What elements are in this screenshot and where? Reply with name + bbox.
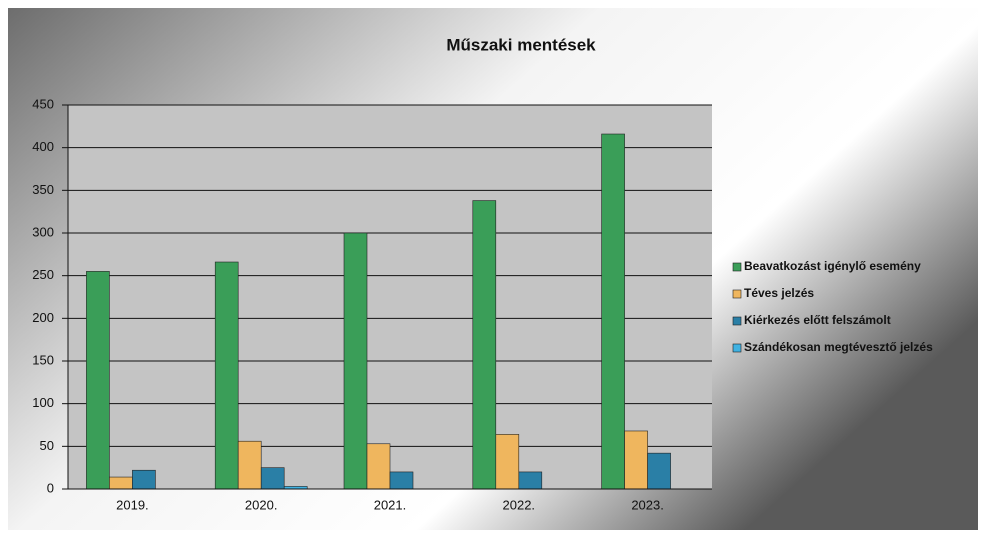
legend-swatch	[732, 343, 742, 353]
y-tick-label: 200	[32, 310, 54, 325]
x-tick-label: 2021.	[374, 497, 407, 512]
bar	[472, 200, 497, 490]
y-tick-label: 50	[40, 438, 54, 453]
y-tick-label: 0	[47, 480, 54, 495]
bar	[109, 476, 133, 490]
legend-label: Szándékosan megtévesztő jelzés	[744, 340, 933, 354]
legend-label: Téves jelzés	[744, 286, 814, 300]
y-tick-label: 250	[32, 267, 54, 282]
legend-label: Kiérkezés előtt felszámolt	[744, 313, 891, 327]
y-tick-label: 150	[32, 352, 54, 367]
bar	[132, 469, 156, 490]
x-tick-label: 2023.	[631, 497, 664, 512]
x-tick-label: 2022.	[503, 497, 536, 512]
bar	[214, 261, 239, 490]
chart-title: Műszaki mentések	[446, 35, 596, 54]
legend-label: Beavatkozást igénylő esemény	[744, 259, 921, 273]
bar	[366, 443, 391, 490]
x-tick-label: 2019.	[116, 497, 149, 512]
y-tick-label: 100	[32, 395, 54, 410]
legend-swatch	[732, 262, 742, 272]
y-tick-label: 400	[32, 139, 54, 154]
bar	[237, 440, 262, 490]
bar	[389, 471, 414, 490]
bar	[647, 452, 671, 490]
legend-swatch	[732, 316, 742, 326]
bar	[260, 467, 285, 490]
y-tick-label: 300	[32, 224, 54, 239]
bar	[518, 471, 543, 490]
bar	[86, 271, 110, 490]
bar	[624, 430, 648, 490]
y-tick-label: 450	[32, 96, 54, 111]
bar	[495, 434, 520, 490]
bar	[601, 133, 625, 490]
x-tick-label: 2020.	[245, 497, 278, 512]
bar	[343, 232, 368, 490]
legend-swatch	[732, 289, 742, 299]
y-tick-label: 350	[32, 182, 54, 197]
